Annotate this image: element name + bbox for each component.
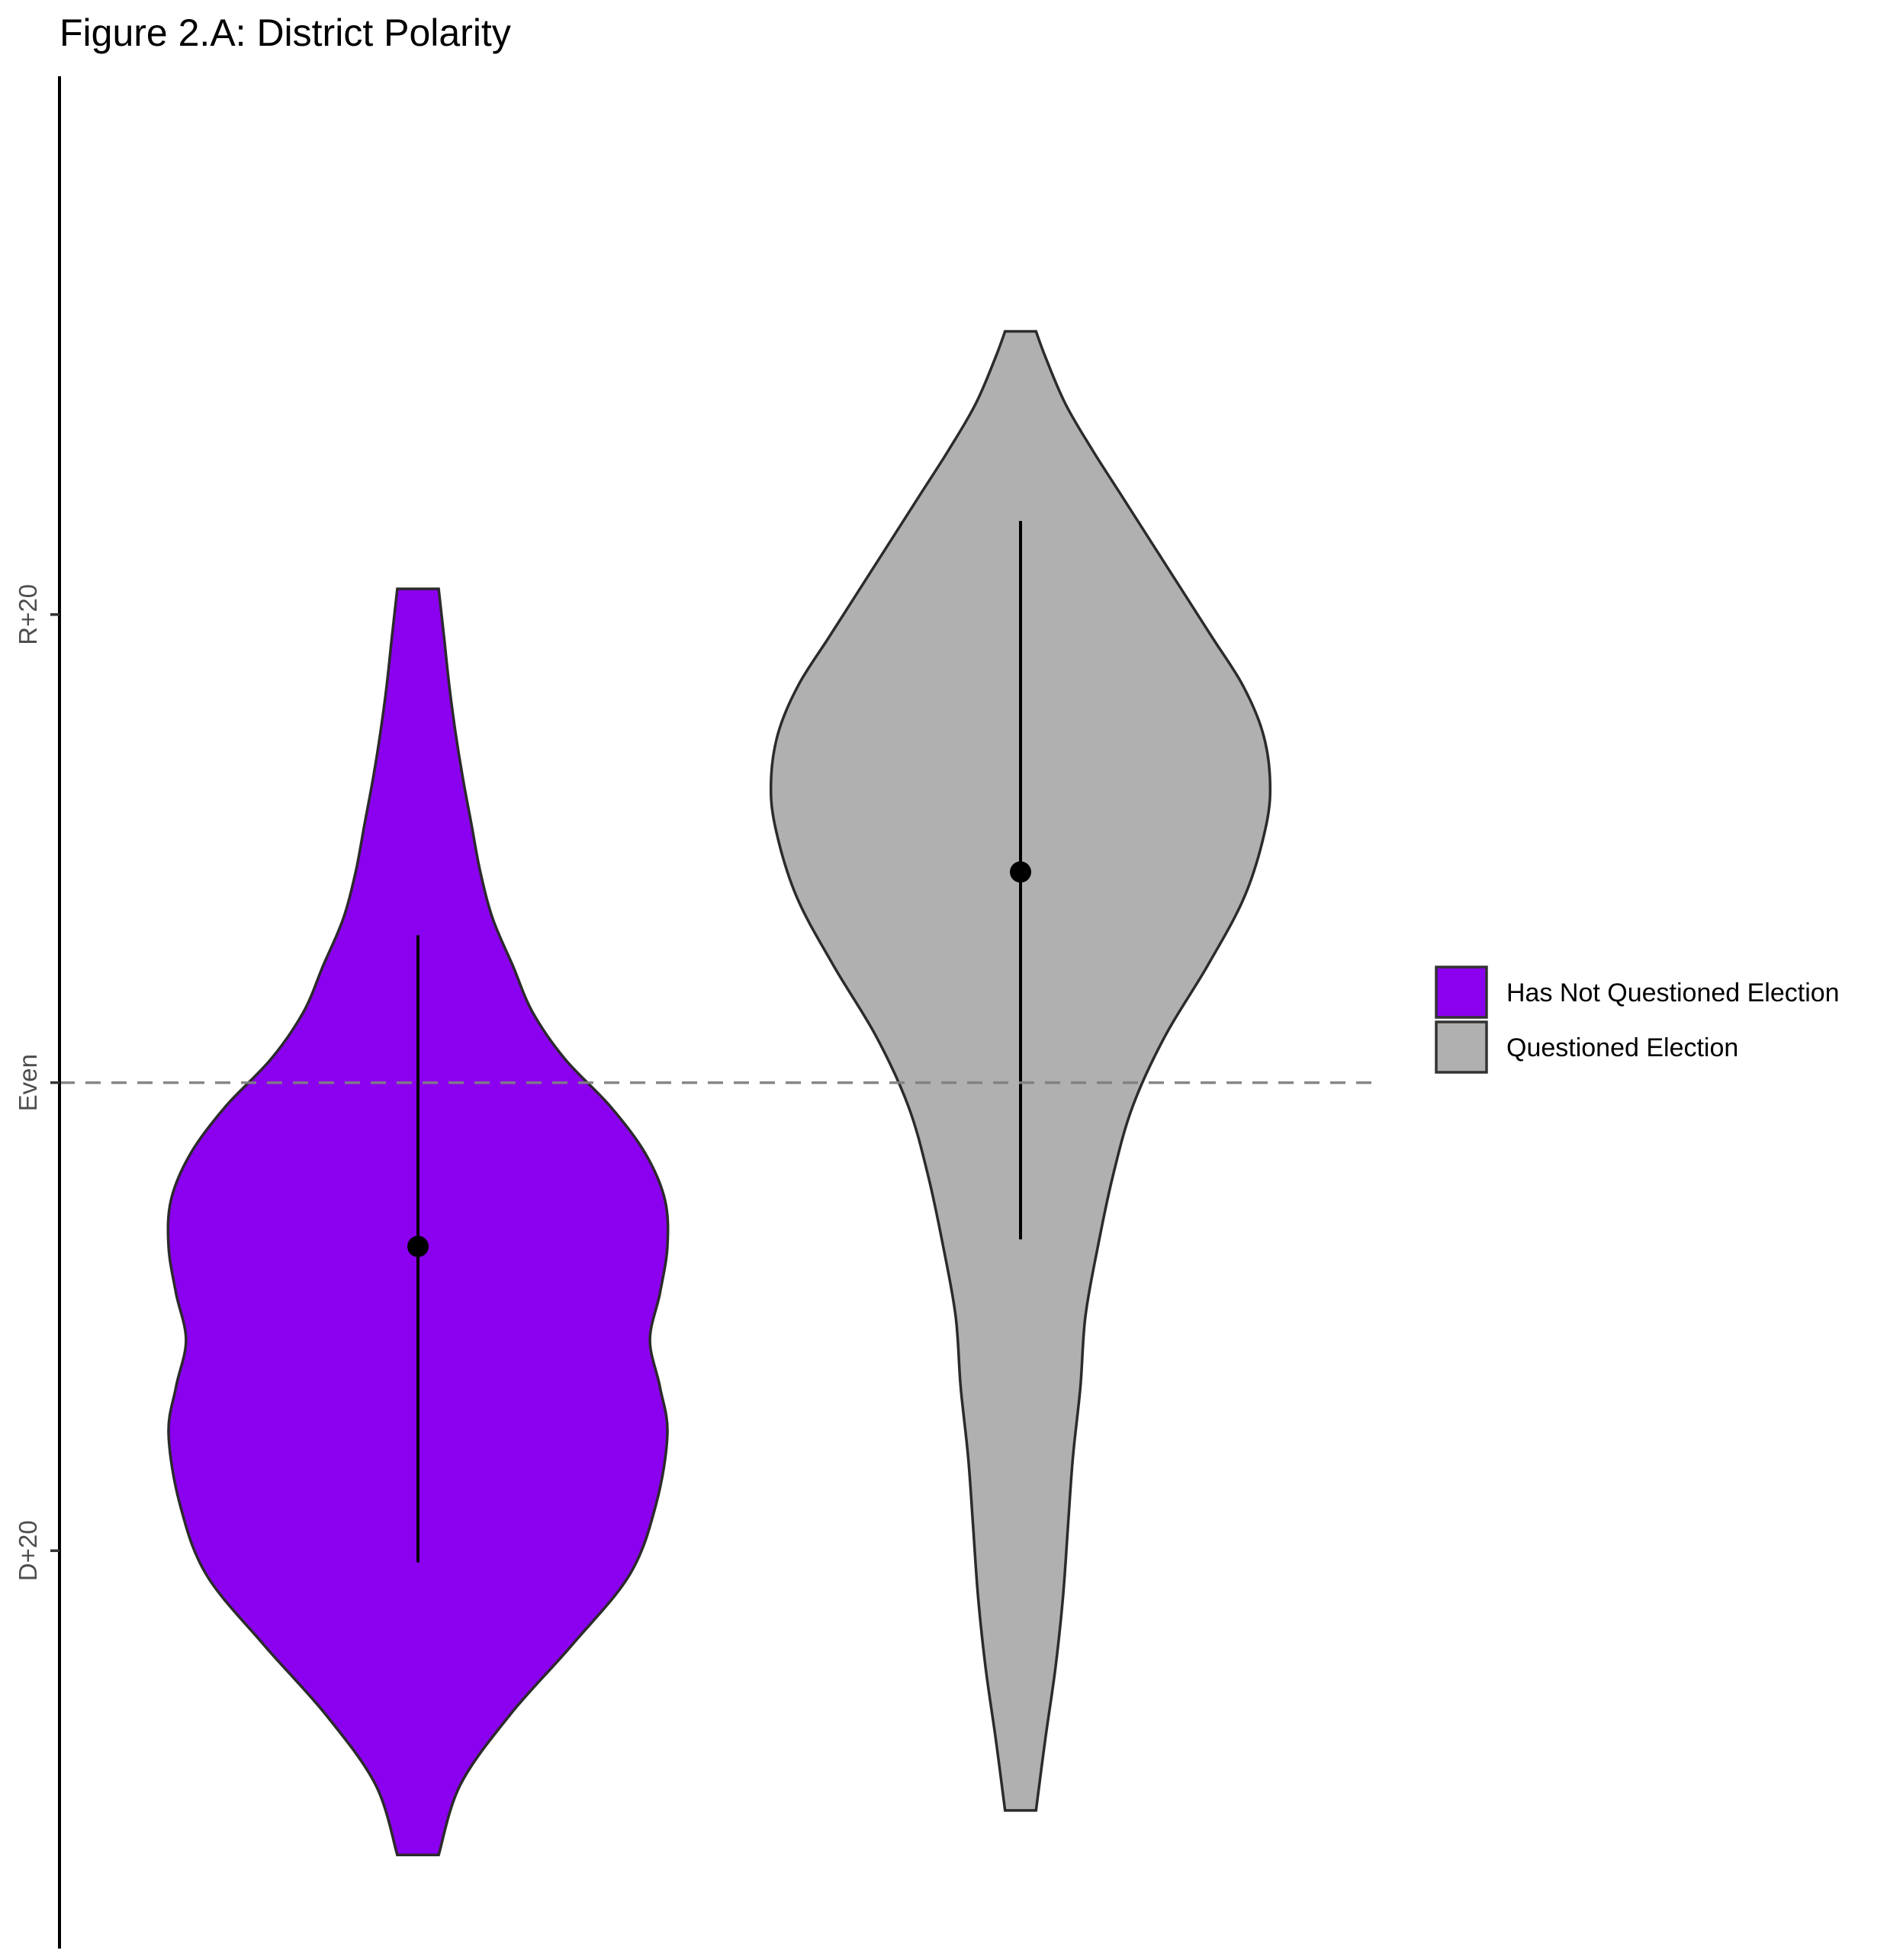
summary-point-2 [1010, 861, 1031, 883]
y-tick-label-3: D+20 [14, 1520, 42, 1581]
legend-swatch-2 [1435, 1020, 1488, 1074]
summary-point-1 [407, 1235, 429, 1258]
y-tick-label-2: Even [14, 1054, 42, 1111]
legend-label-1: Has Not Questioned Election [1506, 978, 1840, 1007]
legend-label-2: Questioned Election [1506, 1033, 1738, 1062]
y-tick-label-1: R+20 [14, 584, 42, 645]
legend-swatch-1 [1435, 966, 1488, 1019]
chart-title: Figure 2.A: District Polarity [59, 11, 511, 54]
